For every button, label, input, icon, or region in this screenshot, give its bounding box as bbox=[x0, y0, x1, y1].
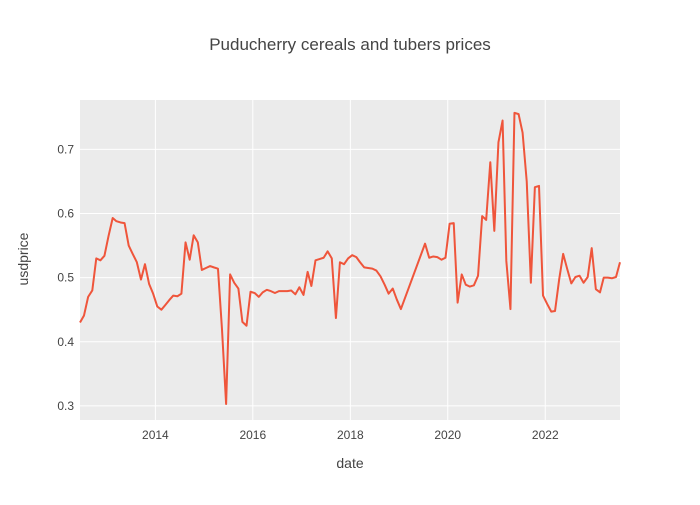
data-point[interactable] bbox=[441, 254, 449, 262]
data-point[interactable] bbox=[389, 285, 397, 293]
y-axis-ticks: 0.3 0.4 0.5 0.6 0.7 bbox=[57, 142, 74, 413]
series-line bbox=[79, 111, 621, 405]
data-point[interactable] bbox=[304, 268, 312, 276]
data-point[interactable] bbox=[182, 238, 190, 246]
data-point[interactable] bbox=[393, 295, 401, 303]
data-point[interactable] bbox=[397, 305, 405, 313]
data-point[interactable] bbox=[458, 270, 466, 278]
data-point[interactable] bbox=[190, 231, 198, 239]
data-point[interactable] bbox=[555, 276, 563, 284]
x-tick-label: 2022 bbox=[532, 428, 559, 442]
series-layer bbox=[76, 110, 624, 408]
y-tick-label: 0.3 bbox=[57, 399, 74, 413]
data-point[interactable] bbox=[328, 254, 336, 262]
data-point[interactable] bbox=[588, 244, 596, 252]
data-point[interactable] bbox=[218, 325, 226, 333]
data-point[interactable] bbox=[576, 272, 584, 280]
data-point[interactable] bbox=[559, 250, 567, 258]
data-point[interactable] bbox=[222, 400, 230, 408]
data-point[interactable] bbox=[300, 291, 308, 299]
data-point[interactable] bbox=[596, 288, 604, 296]
data-point[interactable] bbox=[551, 307, 559, 315]
x-tick-label: 2018 bbox=[337, 428, 364, 442]
x-tick-label: 2016 bbox=[239, 428, 266, 442]
chart-title: Puducherry cereals and tubers prices bbox=[209, 35, 491, 54]
data-point[interactable] bbox=[332, 314, 340, 322]
data-point[interactable] bbox=[470, 281, 478, 289]
data-point[interactable] bbox=[133, 258, 141, 266]
x-tick-label: 2020 bbox=[434, 428, 461, 442]
data-point[interactable] bbox=[137, 276, 145, 284]
data-point[interactable] bbox=[121, 219, 129, 227]
data-point[interactable] bbox=[295, 283, 303, 291]
data-point[interactable] bbox=[450, 219, 458, 227]
data-point[interactable] bbox=[454, 299, 462, 307]
data-point[interactable] bbox=[539, 292, 547, 300]
data-point[interactable] bbox=[490, 227, 498, 235]
data-point[interactable] bbox=[535, 182, 543, 190]
x-tick-label: 2014 bbox=[142, 428, 169, 442]
data-point[interactable] bbox=[376, 272, 384, 280]
data-point[interactable] bbox=[177, 290, 185, 298]
data-point[interactable] bbox=[502, 257, 510, 265]
data-point[interactable] bbox=[307, 282, 315, 290]
data-point[interactable] bbox=[125, 242, 133, 250]
data-point[interactable] bbox=[129, 250, 137, 258]
data-point[interactable] bbox=[80, 311, 88, 319]
data-point[interactable] bbox=[76, 319, 84, 327]
data-point[interactable] bbox=[234, 285, 242, 293]
data-point[interactable] bbox=[421, 240, 429, 248]
data-point[interactable] bbox=[145, 280, 153, 288]
data-point[interactable] bbox=[616, 258, 624, 266]
data-point[interactable] bbox=[584, 273, 592, 281]
y-tick-label: 0.6 bbox=[57, 207, 74, 221]
y-tick-label: 0.5 bbox=[57, 271, 74, 285]
data-point[interactable] bbox=[519, 129, 527, 137]
data-point[interactable] bbox=[88, 286, 96, 294]
data-point[interactable] bbox=[523, 177, 531, 185]
data-point[interactable] bbox=[482, 216, 490, 224]
data-point[interactable] bbox=[141, 260, 149, 268]
data-point[interactable] bbox=[226, 270, 234, 278]
data-point[interactable] bbox=[612, 273, 620, 281]
data-point[interactable] bbox=[543, 300, 551, 308]
data-point[interactable] bbox=[381, 281, 389, 289]
y-tick-label: 0.7 bbox=[57, 142, 74, 156]
grid bbox=[80, 100, 620, 420]
data-point[interactable] bbox=[105, 232, 113, 240]
data-point[interactable] bbox=[100, 252, 108, 260]
y-axis-label: usdprice bbox=[15, 232, 31, 285]
data-point[interactable] bbox=[474, 272, 482, 280]
data-point[interactable] bbox=[214, 265, 222, 273]
data-point[interactable] bbox=[494, 138, 502, 146]
data-point[interactable] bbox=[506, 305, 514, 313]
data-point[interactable] bbox=[527, 279, 535, 287]
data-point[interactable] bbox=[194, 238, 202, 246]
data-point[interactable] bbox=[515, 110, 523, 118]
data-point[interactable] bbox=[186, 256, 194, 264]
data-point[interactable] bbox=[486, 158, 494, 166]
data-point[interactable] bbox=[324, 247, 332, 255]
data-point[interactable] bbox=[243, 322, 251, 330]
data-point[interactable] bbox=[149, 290, 157, 298]
x-axis-label: date bbox=[336, 455, 363, 471]
x-axis-ticks: 2014 2016 2018 2020 2022 bbox=[142, 428, 559, 442]
data-point[interactable] bbox=[499, 117, 507, 125]
data-point[interactable] bbox=[291, 290, 299, 298]
y-tick-label: 0.4 bbox=[57, 335, 74, 349]
data-point[interactable] bbox=[563, 265, 571, 273]
